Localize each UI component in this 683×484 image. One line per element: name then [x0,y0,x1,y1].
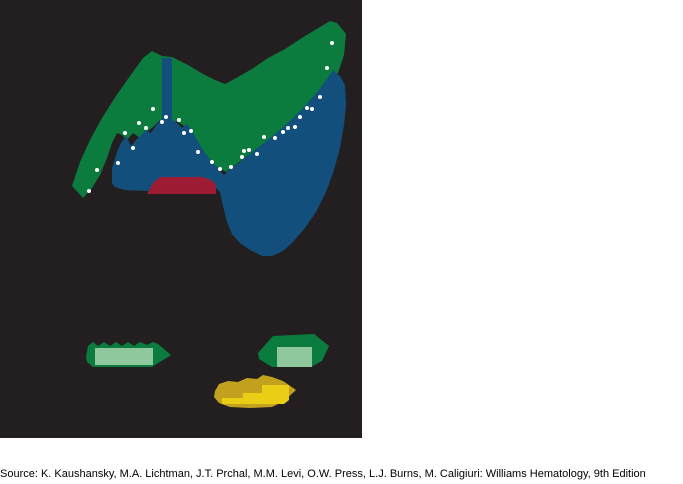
white-dot [240,155,244,159]
white-dot [318,95,322,99]
white-dot [273,136,277,140]
white-dot [210,160,214,164]
white-dot [298,115,302,119]
light-green-box-right [277,347,312,367]
green-main-region [72,21,346,198]
white-dot [255,152,259,156]
white-dot [137,121,141,125]
white-dot [330,41,334,45]
light-green-box-left [95,348,153,365]
white-dot [247,148,251,152]
white-dot [286,126,290,130]
blue-central-region [112,58,226,191]
red-region [147,177,216,194]
blue-right-band [214,70,346,256]
white-dot [182,131,186,135]
white-dot [229,165,233,169]
white-dot [123,131,127,135]
white-dot [281,130,285,134]
white-dot [325,66,329,70]
white-dot [196,150,200,154]
white-dot [164,115,168,119]
white-dot [87,189,91,193]
white-dot [131,146,135,150]
white-dot [160,120,164,124]
white-dot [95,168,99,172]
hematology-figure [0,0,362,438]
caption-source-line: Source: K. Kaushansky, M.A. Lichtman, J.… [0,468,646,480]
white-dot [310,107,314,111]
white-dot [151,107,155,111]
figure-canvas [0,0,362,438]
source-caption: Source: K. Kaushansky, M.A. Lichtman, J.… [0,441,683,484]
white-dot [242,149,246,153]
white-dot [144,126,148,130]
white-dot [218,167,222,171]
white-dot [189,129,193,133]
white-dot [293,125,297,129]
white-dot [305,106,309,110]
white-dot [262,135,266,139]
white-dot [177,118,181,122]
white-dot [116,161,120,165]
yellow-steps [222,385,289,404]
